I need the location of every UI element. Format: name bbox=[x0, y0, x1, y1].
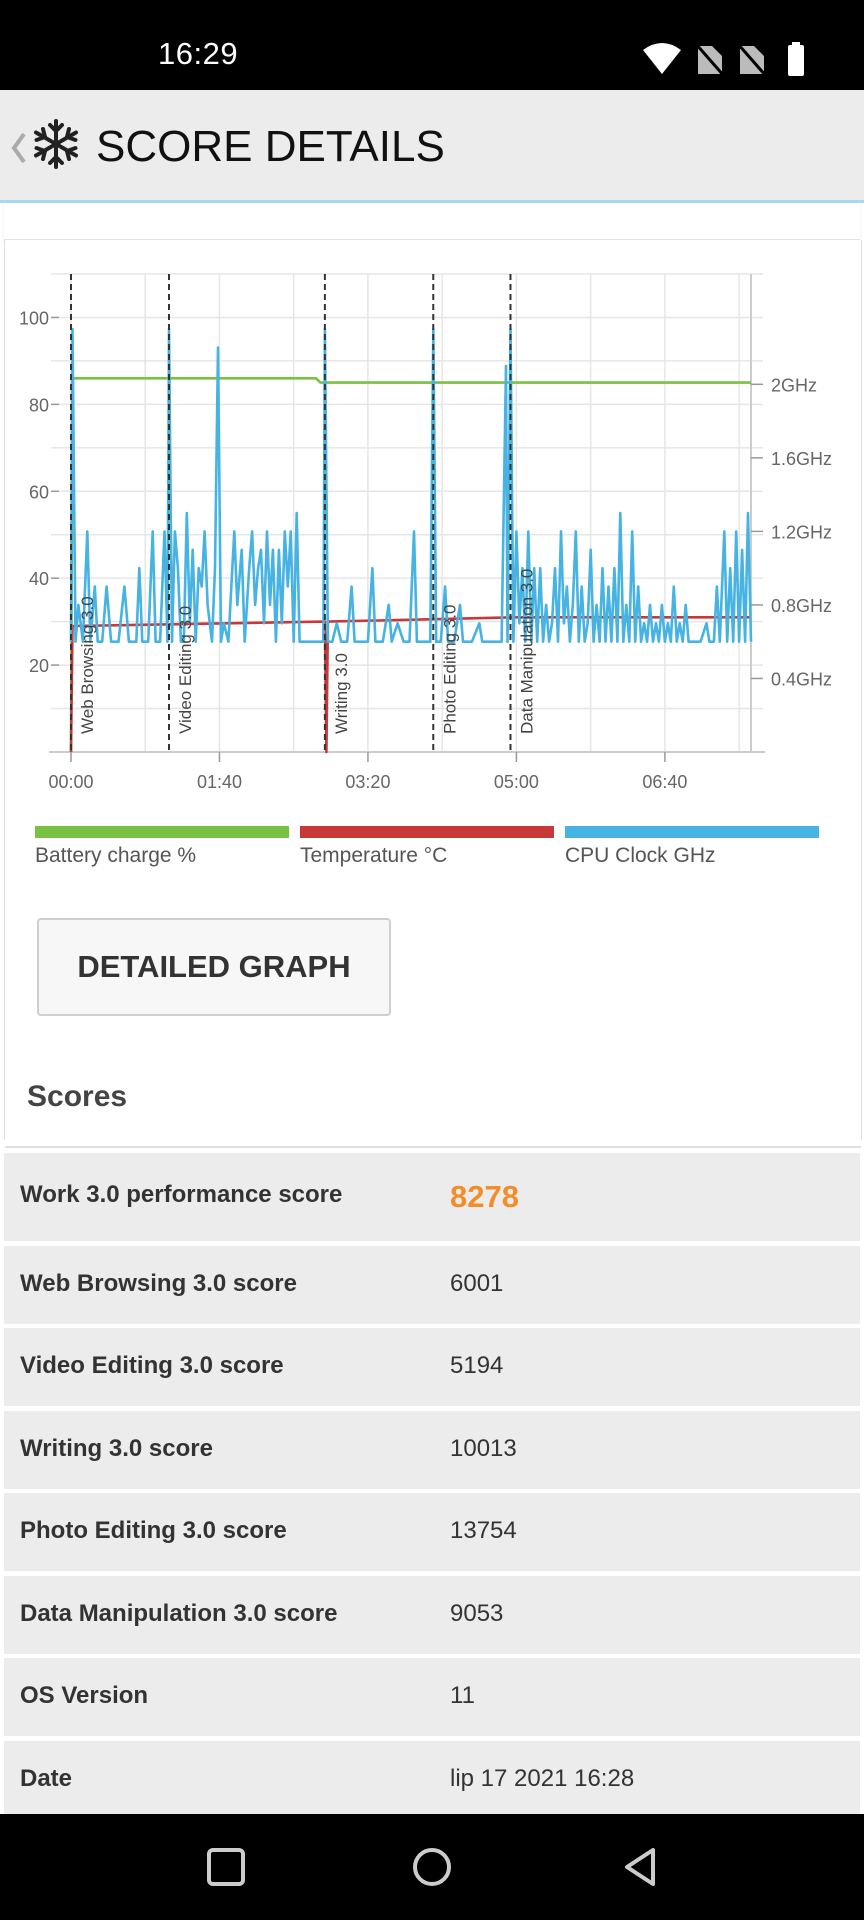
circle-icon[interactable] bbox=[409, 1844, 455, 1890]
legend-swatch-cpu bbox=[565, 826, 819, 838]
graph-card: 100 80 60 40 20 2GHz 1.6GHz 1.2GHz 0.8GHz 0.4GHz 0… bbox=[4, 240, 862, 1148]
page-title: SCORE DETAILS bbox=[96, 122, 445, 171]
performance-chart: 100 80 60 40 20 2GHz 1.6GHz 1.2GHz 0.8GHz 0.4GHz 0… bbox=[19, 273, 832, 792]
test-marker-label: Web Browsing 3.0 bbox=[78, 596, 97, 734]
score-row-os-version: OS Version 11 bbox=[4, 1657, 860, 1736]
score-row-writing: Writing 3.0 score 10013 bbox=[4, 1409, 860, 1489]
row-label: Writing 3.0 score bbox=[20, 1434, 213, 1462]
legend-temperature: Temperature °C bbox=[300, 826, 554, 868]
score-row-web-browsing: Web Browsing 3.0 score 6001 bbox=[4, 1244, 860, 1324]
score-row-date: Date lip 17 2021 16:28 bbox=[4, 1739, 860, 1819]
row-value: 8278 bbox=[450, 1179, 519, 1214]
legend-label-temperature: Temperature °C bbox=[300, 844, 448, 867]
y-right-tick-label: 0.4GHz bbox=[771, 669, 832, 689]
row-label: OS Version bbox=[20, 1682, 149, 1709]
x-tick-label: 06:40 bbox=[642, 772, 687, 792]
row-value: 9053 bbox=[450, 1599, 504, 1627]
legend-battery: Battery charge % bbox=[35, 826, 289, 868]
y-right-tick-label: 1.2GHz bbox=[771, 522, 832, 542]
no-sim-icon-2 bbox=[736, 43, 768, 76]
legend-swatch-battery bbox=[35, 826, 289, 838]
y-left-tick-label: 40 bbox=[29, 569, 49, 589]
row-label: Video Editing 3.0 score bbox=[20, 1352, 284, 1379]
chevron-left-icon[interactable] bbox=[8, 128, 30, 168]
x-tick-label: 00:00 bbox=[48, 772, 93, 792]
row-label: Date bbox=[20, 1764, 73, 1792]
status-bar: 16:29 bbox=[0, 0, 864, 90]
cpu-clock-series-line bbox=[69, 327, 753, 643]
legend-swatch-temperature bbox=[300, 826, 554, 838]
test-marker-label: Video Editing 3.0 bbox=[176, 606, 195, 734]
y-right-tick-label: 0.8GHz bbox=[771, 596, 832, 616]
row-value: 11 bbox=[450, 1682, 475, 1709]
app-bar: SCORE DETAILS bbox=[0, 90, 864, 203]
x-tick-label: 03:20 bbox=[345, 772, 390, 792]
test-marker-label: Photo Editing 3.0 bbox=[440, 605, 459, 734]
scores-heading: Scores bbox=[27, 1080, 128, 1113]
x-tick-label: 01:40 bbox=[197, 772, 242, 792]
legend-cpu: CPU Clock GHz bbox=[565, 826, 819, 868]
navigation-bar bbox=[0, 1814, 864, 1920]
battery-icon bbox=[788, 42, 804, 76]
y-left-tick-label: 20 bbox=[29, 656, 49, 676]
row-label: Data Manipulation 3.0 score bbox=[20, 1599, 338, 1627]
legend-label-battery: Battery charge % bbox=[35, 844, 197, 867]
row-label: Photo Editing 3.0 score bbox=[20, 1517, 287, 1544]
row-value: 13754 bbox=[450, 1517, 517, 1544]
y-right-tick-label: 2GHz bbox=[771, 375, 817, 395]
card-header-remnant bbox=[4, 203, 860, 241]
y-left-tick-label: 80 bbox=[29, 395, 49, 415]
test-marker-label: Writing 3.0 bbox=[332, 653, 351, 734]
temperature-series-line bbox=[69, 616, 751, 754]
square-icon[interactable] bbox=[203, 1844, 249, 1890]
score-row-work: Work 3.0 performance score 8278 bbox=[4, 1152, 860, 1241]
wifi-icon bbox=[643, 43, 681, 74]
triangle-back-icon[interactable] bbox=[617, 1844, 663, 1890]
y-left-tick-label: 100 bbox=[19, 308, 49, 328]
legend-label-cpu: CPU Clock GHz bbox=[565, 844, 716, 867]
no-sim-icon bbox=[694, 43, 726, 76]
status-time: 16:29 bbox=[158, 36, 239, 71]
row-value: 6001 bbox=[450, 1269, 504, 1297]
row-label: Work 3.0 performance score bbox=[20, 1181, 343, 1208]
row-value: 10013 bbox=[450, 1434, 517, 1462]
row-value: lip 17 2021 16:28 bbox=[450, 1764, 635, 1792]
row-label: Web Browsing 3.0 score bbox=[20, 1269, 297, 1297]
divider bbox=[5, 1146, 861, 1148]
detailed-graph-button[interactable]: DETAILED GRAPH bbox=[37, 918, 391, 1016]
y-right-tick-label: 1.6GHz bbox=[771, 449, 832, 469]
y-left-tick-label: 60 bbox=[29, 482, 49, 502]
scores-table: Work 3.0 performance score 8278 Web Brow… bbox=[4, 1152, 860, 1822]
test-marker-label: Data Manipulation 3.0 bbox=[517, 569, 536, 734]
snowflake-icon bbox=[34, 119, 78, 169]
score-row-video-editing: Video Editing 3.0 score 5194 bbox=[4, 1327, 860, 1406]
row-value: 5194 bbox=[450, 1352, 504, 1379]
score-row-data-manipulation: Data Manipulation 3.0 score 9053 bbox=[4, 1574, 860, 1654]
score-row-photo-editing: Photo Editing 3.0 score 13754 bbox=[4, 1492, 860, 1571]
x-tick-label: 05:00 bbox=[494, 772, 539, 792]
